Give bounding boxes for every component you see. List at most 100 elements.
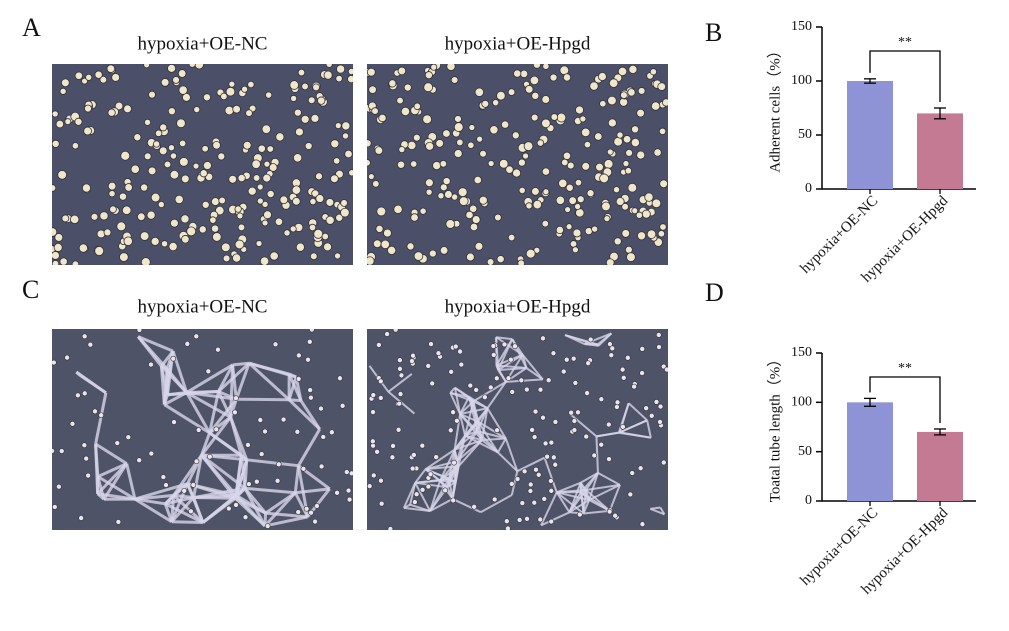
tube [164, 496, 194, 506]
cell [370, 409, 376, 415]
cell [646, 229, 657, 239]
cell [313, 228, 324, 239]
cell [410, 352, 416, 359]
cell [429, 380, 435, 387]
cell [644, 192, 654, 202]
micrograph-content [52, 329, 353, 530]
tube [579, 482, 591, 501]
cell [308, 223, 317, 232]
tube [480, 408, 489, 441]
cell [340, 207, 350, 218]
tube [497, 369, 507, 383]
cell [297, 68, 306, 77]
cell [78, 515, 84, 521]
cell [430, 64, 438, 71]
cell [87, 341, 94, 348]
tube [459, 413, 467, 436]
tube [403, 506, 431, 513]
cell [639, 346, 646, 352]
cell [612, 512, 618, 519]
tube [287, 373, 303, 402]
cell [507, 233, 516, 242]
cell [378, 395, 384, 401]
cell [425, 483, 432, 490]
cell [140, 257, 151, 265]
cell [309, 197, 317, 206]
tube [186, 483, 195, 499]
tube [229, 416, 249, 461]
cell [147, 166, 157, 176]
y-axis-label: Adherent cells（%） [766, 43, 783, 173]
cell [659, 223, 667, 231]
tube [472, 380, 507, 403]
cell [188, 64, 196, 68]
cell [292, 197, 301, 206]
micrograph-content [367, 64, 668, 265]
cell [508, 356, 514, 363]
cell [52, 259, 60, 265]
cell [116, 221, 127, 232]
cell [99, 75, 108, 84]
cell [367, 67, 376, 77]
tube [608, 484, 621, 512]
cell [532, 199, 542, 210]
cell [52, 184, 57, 192]
cell [150, 192, 161, 203]
cell [525, 248, 536, 259]
tube [497, 338, 514, 371]
cell [283, 229, 291, 237]
cell [607, 341, 613, 347]
tube [94, 442, 128, 465]
cell [457, 187, 468, 198]
cell [635, 211, 643, 219]
cell [617, 66, 628, 77]
tube [97, 462, 128, 478]
cell [541, 118, 551, 129]
cell [508, 481, 515, 487]
tube [414, 482, 431, 512]
cell [572, 380, 579, 386]
tube [415, 481, 448, 489]
cell [323, 70, 333, 80]
tube [234, 487, 247, 500]
cell [120, 150, 131, 161]
cell [625, 148, 634, 157]
cell [413, 491, 420, 498]
cell [263, 210, 272, 220]
cell [453, 122, 464, 132]
cell [160, 78, 170, 87]
tube [170, 496, 195, 523]
cell [518, 377, 525, 384]
tube [185, 363, 234, 394]
cell [159, 123, 168, 132]
cell [335, 213, 344, 222]
tube [564, 334, 599, 346]
cell [627, 88, 636, 97]
cell [163, 160, 172, 169]
cell [628, 64, 638, 74]
cell [627, 182, 638, 193]
cell [180, 174, 190, 184]
cell [148, 361, 154, 368]
cell [620, 374, 627, 381]
cell [225, 86, 236, 97]
cell [274, 477, 281, 484]
cell [456, 138, 464, 147]
significance: ** [898, 35, 912, 50]
cell [167, 144, 175, 152]
tube [164, 502, 204, 524]
cell [486, 258, 495, 265]
tube [96, 492, 105, 501]
tube [477, 421, 499, 453]
cell [272, 341, 279, 348]
tube [125, 463, 137, 500]
image-title: hypoxia+OE-NC [138, 296, 268, 317]
cell [167, 64, 177, 73]
cell [346, 496, 353, 503]
cell [625, 354, 631, 361]
cell [186, 226, 197, 237]
cell [442, 177, 451, 186]
tube [200, 454, 246, 490]
cell [193, 458, 200, 465]
cell [400, 106, 411, 116]
